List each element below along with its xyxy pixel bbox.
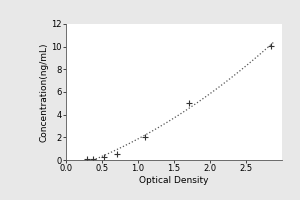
X-axis label: Optical Density: Optical Density xyxy=(139,176,209,185)
Y-axis label: Concentration(ng/mL): Concentration(ng/mL) xyxy=(40,42,49,142)
